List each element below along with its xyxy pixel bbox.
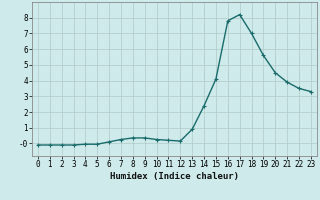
X-axis label: Humidex (Indice chaleur): Humidex (Indice chaleur) bbox=[110, 172, 239, 181]
